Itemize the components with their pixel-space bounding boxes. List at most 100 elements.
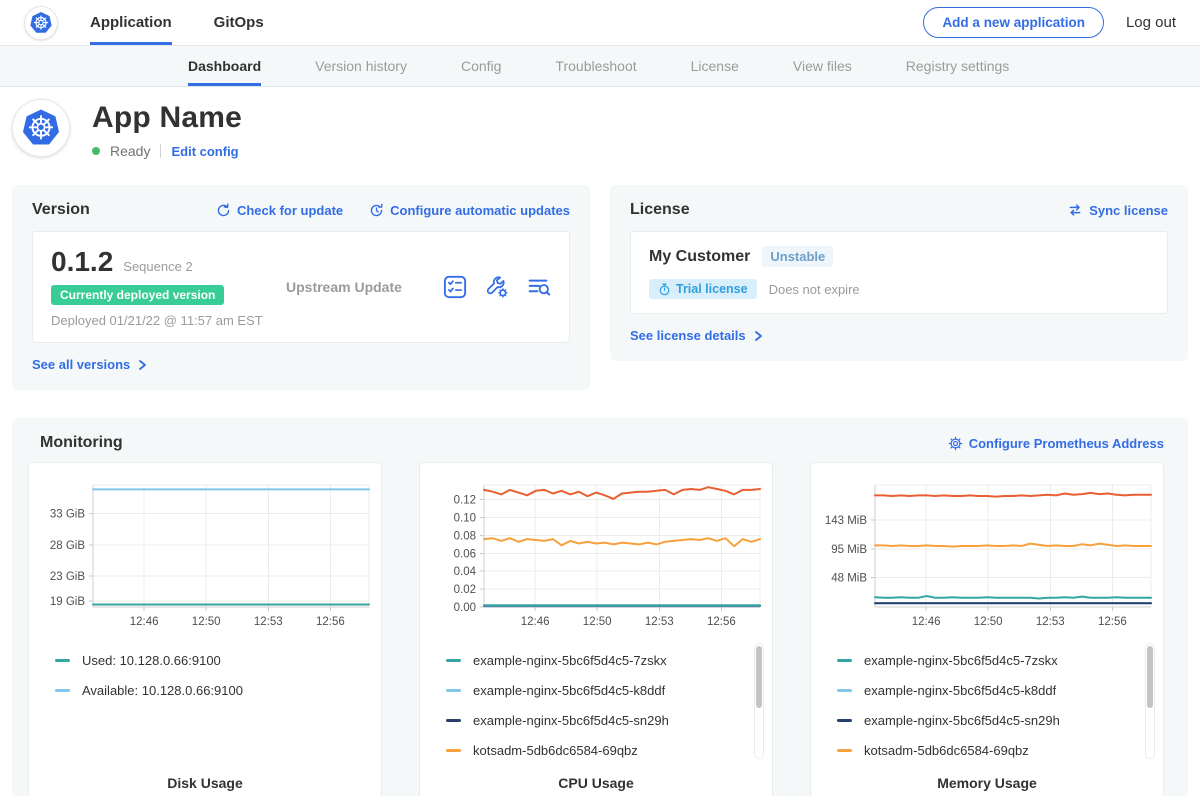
legend-swatch <box>837 659 852 662</box>
legend-item: example-nginx-5bc6f5d4c5-7zskx <box>446 653 742 668</box>
app-logo <box>12 99 70 157</box>
logout-link[interactable]: Log out <box>1125 14 1176 31</box>
svg-text:23 GiB: 23 GiB <box>50 571 85 583</box>
subnav-tab-dashboard[interactable]: Dashboard <box>188 46 262 86</box>
deployed-timestamp: Deployed 01/21/22 @ 11:57 am EST <box>51 313 263 328</box>
top-nav-tabs: Application GitOps <box>90 0 264 45</box>
legend-item: Available: 10.128.0.66:9100 <box>55 683 351 698</box>
legend-swatch <box>55 689 70 692</box>
add-new-application-button[interactable]: Add a new application <box>923 7 1104 38</box>
monitoring-card: Monitoring Configure Prometheus Address … <box>12 418 1188 796</box>
see-license-details-label: See license details <box>630 328 746 343</box>
chart-title: CPU Usage <box>558 775 634 791</box>
svg-text:19 GiB: 19 GiB <box>50 596 85 608</box>
see-all-versions-link[interactable]: See all versions <box>32 357 148 372</box>
currently-deployed-badge: Currently deployed version <box>51 285 225 305</box>
subnav-tab-view-files[interactable]: View files <box>792 58 852 74</box>
top-navbar: Application GitOps Add a new application… <box>0 0 1200 46</box>
subnav-tab-troubleshoot[interactable]: Troubleshoot <box>555 58 637 74</box>
legend-swatch <box>837 719 852 722</box>
scrollbar-thumb[interactable] <box>756 646 762 708</box>
legend-label: Used: 10.128.0.66:9100 <box>82 653 221 668</box>
preflight-checks-button[interactable] <box>443 275 467 299</box>
check-for-update-label: Check for update <box>236 202 344 218</box>
tab-gitops[interactable]: GitOps <box>213 14 264 31</box>
legend-label: example-nginx-5bc6f5d4c5-k8ddf <box>473 683 666 698</box>
version-number: 0.1.2 <box>51 246 114 277</box>
see-all-versions-label: See all versions <box>32 357 131 372</box>
configure-automatic-updates-link[interactable]: Configure automatic updates <box>369 203 570 218</box>
page-title: App Name <box>92 101 242 134</box>
subnav-tab-license[interactable]: License <box>690 58 739 74</box>
subnav-tab-config[interactable]: Config <box>460 58 502 74</box>
legend-scrollbar[interactable] <box>1145 643 1155 759</box>
customer-name: My Customer <box>649 247 751 265</box>
status-text: Ready <box>110 143 151 159</box>
dashboard-cards-row: Version Check for update Configure au <box>0 185 1200 390</box>
edit-config-link[interactable]: Edit config <box>171 143 239 159</box>
legend-swatch <box>55 659 70 662</box>
configure-automatic-updates-label: Configure automatic updates <box>390 202 570 218</box>
chart-title: Memory Usage <box>937 775 1037 791</box>
see-license-details-link[interactable]: See license details <box>630 328 764 343</box>
svg-text:12:53: 12:53 <box>1036 616 1065 628</box>
legend-item: kotsadm-5db6dc6584-69qbz <box>446 743 742 758</box>
app-subnav: Dashboard Version history Config Trouble… <box>0 46 1200 87</box>
svg-text:0.06: 0.06 <box>454 548 476 560</box>
svg-text:0.10: 0.10 <box>454 513 476 525</box>
legend-label: example-nginx-5bc6f5d4c5-sn29h <box>473 713 669 728</box>
edit-config-button[interactable] <box>485 275 509 299</box>
subnav-tab-registry-settings[interactable]: Registry settings <box>905 58 1010 74</box>
scrollbar-thumb[interactable] <box>1147 646 1153 708</box>
svg-text:28 GiB: 28 GiB <box>50 540 85 552</box>
svg-text:12:50: 12:50 <box>974 616 1003 628</box>
checklist-icon <box>443 275 467 299</box>
svg-text:12:50: 12:50 <box>583 616 612 628</box>
check-for-update-link[interactable]: Check for update <box>216 203 343 218</box>
chevron-right-icon <box>139 359 147 370</box>
chart-legend-area: Used: 10.128.0.66:9100 Available: 10.128.… <box>29 641 381 767</box>
divider <box>160 144 162 158</box>
disk-usage-chart: 33 GiB 28 GiB 23 GiB 19 GiB 12:46 12:50 12:53 1… <box>28 462 382 796</box>
legend-swatch <box>837 749 852 752</box>
configure-prometheus-link[interactable]: Configure Prometheus Address <box>948 436 1164 451</box>
version-source-label: Upstream Update <box>286 279 402 295</box>
legend-label: example-nginx-5bc6f5d4c5-7zskx <box>864 653 1058 668</box>
legend-label: example-nginx-5bc6f5d4c5-sn29h <box>864 713 1060 728</box>
auto-update-clock-icon <box>370 203 383 216</box>
legend-label: Available: 10.128.0.66:9100 <box>82 683 243 698</box>
svg-text:12:46: 12:46 <box>521 616 550 628</box>
legend-label: example-nginx-5bc6f5d4c5-7zskx <box>473 653 667 668</box>
svg-text:12:53: 12:53 <box>254 616 283 628</box>
license-card: License Sync license My Customer Unstabl… <box>610 185 1188 361</box>
chart-legend-area: example-nginx-5bc6f5d4c5-7zskx example-ng… <box>420 641 772 767</box>
svg-text:0.02: 0.02 <box>454 584 476 596</box>
svg-text:143 MiB: 143 MiB <box>825 515 868 527</box>
legend-swatch <box>446 659 461 662</box>
legend-swatch <box>446 749 461 752</box>
kubernetes-app-icon <box>22 109 60 145</box>
svg-text:12:56: 12:56 <box>1098 616 1127 628</box>
svg-text:0.08: 0.08 <box>454 531 476 543</box>
legend-label: example-nginx-5bc6f5d4c5-k8ddf <box>864 683 1057 698</box>
monitoring-title: Monitoring <box>40 434 123 451</box>
legend-label: kotsadm-5db6dc6584-69qbz <box>473 743 638 758</box>
legend-item: kotsadm-5db6dc6584-69qbz <box>837 743 1133 758</box>
chart-plot: 143 MiB 95 MiB 48 MiB 12:46 12:50 12:53 12:56 <box>811 471 1163 641</box>
chart-legend: Used: 10.128.0.66:9100 Available: 10.128.… <box>55 653 351 698</box>
sync-license-link[interactable]: Sync license <box>1067 202 1168 218</box>
legend-swatch <box>446 719 461 722</box>
status-ready-dot <box>92 147 100 155</box>
subnav-tab-version-history[interactable]: Version history <box>315 58 407 74</box>
tab-application[interactable]: Application <box>90 0 172 45</box>
kubernetes-logo[interactable] <box>24 0 58 45</box>
svg-text:12:50: 12:50 <box>192 616 221 628</box>
legend-item: example-nginx-5bc6f5d4c5-7zskx <box>837 653 1133 668</box>
svg-text:12:56: 12:56 <box>316 616 345 628</box>
legend-scrollbar[interactable] <box>754 643 764 759</box>
svg-text:12:53: 12:53 <box>645 616 674 628</box>
stopwatch-icon <box>659 283 670 295</box>
deploy-logs-button[interactable] <box>527 275 551 299</box>
legend-item: Used: 10.128.0.66:9100 <box>55 653 351 668</box>
logs-search-icon <box>528 279 551 296</box>
